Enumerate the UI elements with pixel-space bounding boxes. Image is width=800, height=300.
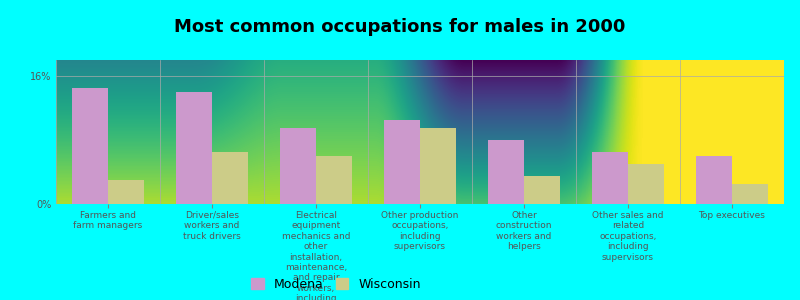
Bar bbox=[420, 128, 456, 204]
Bar bbox=[176, 92, 212, 204]
Bar bbox=[72, 88, 108, 204]
Bar bbox=[732, 184, 768, 204]
Bar bbox=[384, 120, 420, 204]
Bar bbox=[696, 156, 732, 204]
Legend: Modena, Wisconsin: Modena, Wisconsin bbox=[251, 278, 421, 291]
Bar bbox=[108, 180, 145, 204]
Bar bbox=[524, 176, 560, 204]
Bar bbox=[212, 152, 248, 204]
Bar bbox=[280, 128, 316, 204]
Bar bbox=[316, 156, 352, 204]
Bar bbox=[592, 152, 628, 204]
Bar bbox=[488, 140, 524, 204]
Text: Most common occupations for males in 2000: Most common occupations for males in 200… bbox=[174, 18, 626, 36]
Bar bbox=[628, 164, 664, 204]
